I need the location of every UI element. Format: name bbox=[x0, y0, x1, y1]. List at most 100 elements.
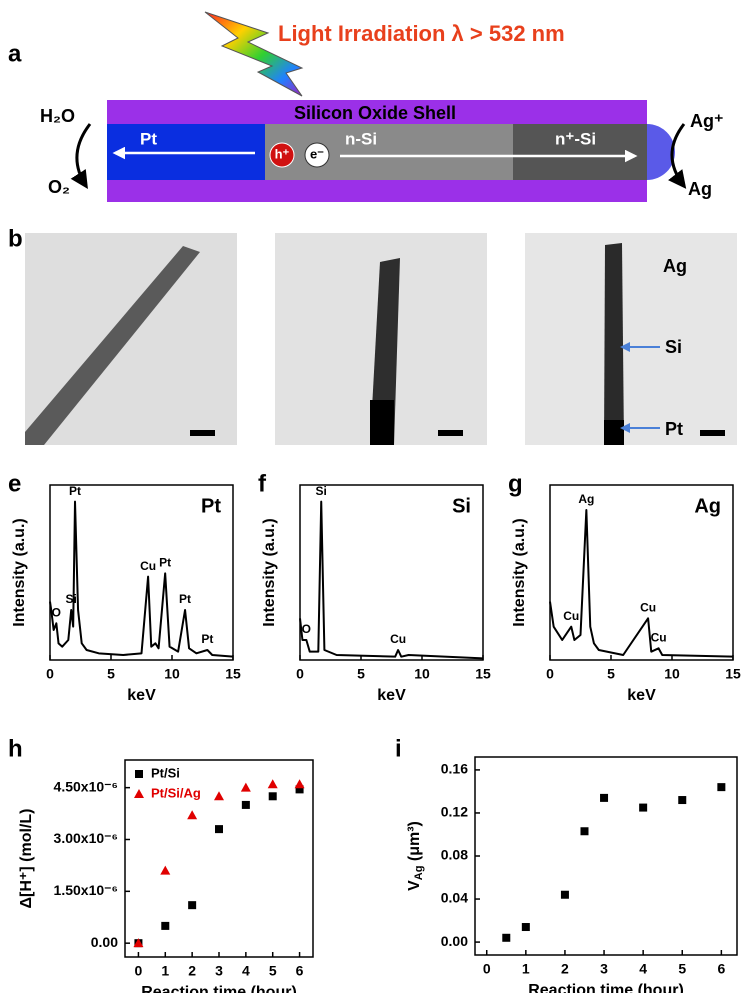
peak-label: Cu bbox=[651, 631, 667, 645]
x-tick-label: 15 bbox=[475, 666, 491, 682]
plot-frame bbox=[49, 484, 234, 661]
legend-label: Pt/Si bbox=[151, 765, 180, 780]
y-axis-label-part: (μm³) bbox=[406, 821, 423, 865]
n-plus-si-segment bbox=[513, 124, 647, 180]
y-tick-label: 3.00x10⁻⁶ bbox=[54, 830, 118, 846]
segment-label: Pt bbox=[140, 129, 157, 148]
data-point bbox=[294, 779, 305, 789]
x-tick-label: 1 bbox=[522, 961, 530, 977]
data-point bbox=[215, 825, 223, 834]
y-axis-label: Δ[H⁺] (mol/L) bbox=[18, 809, 35, 909]
data-point bbox=[268, 792, 277, 801]
element-label: Si bbox=[452, 495, 471, 517]
plot-frame bbox=[474, 756, 738, 956]
y-axis-label: Intensity (a.u.) bbox=[261, 518, 278, 626]
nanowire bbox=[370, 258, 400, 445]
x-tick-label: 6 bbox=[717, 961, 725, 977]
x-tick-label: 5 bbox=[607, 666, 615, 682]
data-point bbox=[502, 933, 511, 942]
peak-label: Si bbox=[316, 484, 327, 498]
hole bbox=[269, 142, 295, 168]
panel-letter: e bbox=[8, 470, 21, 497]
nanowire bbox=[25, 246, 200, 445]
y-axis-label-part: Δ[H⁺] (mol/L) bbox=[18, 809, 35, 909]
spectrum-line bbox=[299, 500, 484, 660]
data-point bbox=[240, 782, 251, 792]
reaction-arrow bbox=[70, 123, 92, 190]
spectrum-line bbox=[549, 509, 734, 658]
x-tick-label: 5 bbox=[678, 961, 686, 977]
x-tick-label: 6 bbox=[296, 963, 304, 979]
x-tick-label: 15 bbox=[725, 666, 741, 682]
x-tick-label: 5 bbox=[357, 666, 365, 682]
product: Ag bbox=[688, 179, 712, 199]
x-tick-label: 3 bbox=[215, 963, 223, 979]
plot-frame bbox=[549, 484, 734, 661]
segment-label: n⁺-Si bbox=[555, 129, 596, 148]
x-tick-label: 0 bbox=[135, 963, 143, 979]
panel-letter: h bbox=[8, 735, 23, 762]
x-tick-label: 2 bbox=[188, 963, 196, 979]
data-point bbox=[521, 923, 530, 932]
scale-bar bbox=[190, 430, 215, 436]
pt-end bbox=[370, 400, 394, 445]
nanowire bbox=[604, 243, 624, 445]
reactant: Ag⁺ bbox=[690, 111, 724, 131]
x-tick-label: 15 bbox=[225, 666, 241, 682]
panel-letter: f bbox=[258, 470, 267, 497]
data-point bbox=[678, 796, 687, 805]
x-tick-label: 5 bbox=[107, 666, 115, 682]
data-point bbox=[188, 901, 197, 910]
x-tick-label: 10 bbox=[164, 666, 180, 682]
x-tick-label: 2 bbox=[561, 961, 569, 977]
x-tick-label: 0 bbox=[46, 666, 54, 682]
x-tick-label: 0 bbox=[296, 666, 304, 682]
plot-frame bbox=[299, 484, 484, 661]
legend-label: Pt/Si/Ag bbox=[151, 785, 201, 800]
element-label: Ag bbox=[694, 495, 721, 517]
peak-label: O bbox=[52, 606, 61, 620]
reaction-arrow bbox=[668, 123, 687, 189]
peak-label: Cu bbox=[140, 559, 156, 573]
peak-label: Pt bbox=[179, 592, 191, 606]
data-point bbox=[187, 810, 198, 820]
segment-label: n-Si bbox=[345, 129, 377, 148]
data-point bbox=[600, 793, 609, 802]
x-tick-label: 4 bbox=[242, 963, 250, 979]
y-tick-label: 0.08 bbox=[441, 847, 468, 863]
carrier-label: h⁺ bbox=[275, 146, 290, 161]
spectrum-line bbox=[49, 500, 234, 658]
data-point bbox=[214, 791, 224, 801]
y-tick-label: 0.16 bbox=[441, 761, 468, 777]
data-point bbox=[161, 921, 170, 930]
shell-label: Silicon Oxide Shell bbox=[294, 103, 456, 123]
peak-label: Cu bbox=[640, 601, 656, 615]
y-tick-label: 0.00 bbox=[441, 933, 468, 949]
light-bolt bbox=[204, 11, 304, 97]
panel-letter: g bbox=[508, 470, 523, 497]
x-tick-label: 4 bbox=[639, 961, 647, 977]
ag-cap bbox=[647, 124, 675, 180]
x-tick-label: 0 bbox=[546, 666, 554, 682]
data-point bbox=[267, 779, 278, 789]
x-axis-label: Reaction time (hour) bbox=[528, 982, 684, 993]
tem-label: Si bbox=[665, 337, 682, 357]
tem-image bbox=[525, 233, 737, 445]
x-tick-label: 1 bbox=[161, 963, 169, 979]
panel-letter: a bbox=[8, 40, 22, 67]
scale-bar bbox=[438, 430, 463, 436]
pt-end bbox=[604, 420, 624, 445]
x-tick-label: 10 bbox=[664, 666, 680, 682]
y-tick-label: 0.12 bbox=[441, 804, 468, 820]
reactant: H₂O bbox=[40, 106, 75, 126]
legend-marker bbox=[134, 789, 144, 798]
product: O₂ bbox=[48, 177, 70, 197]
x-tick-label: 5 bbox=[269, 963, 277, 979]
data-point bbox=[295, 785, 304, 794]
peak-label: Ag bbox=[578, 492, 594, 506]
y-tick-label: 0.04 bbox=[441, 890, 468, 906]
x-axis-label: keV bbox=[627, 687, 656, 704]
x-axis-label: keV bbox=[127, 687, 156, 704]
y-axis-label: VAg (μm³) bbox=[406, 821, 425, 891]
